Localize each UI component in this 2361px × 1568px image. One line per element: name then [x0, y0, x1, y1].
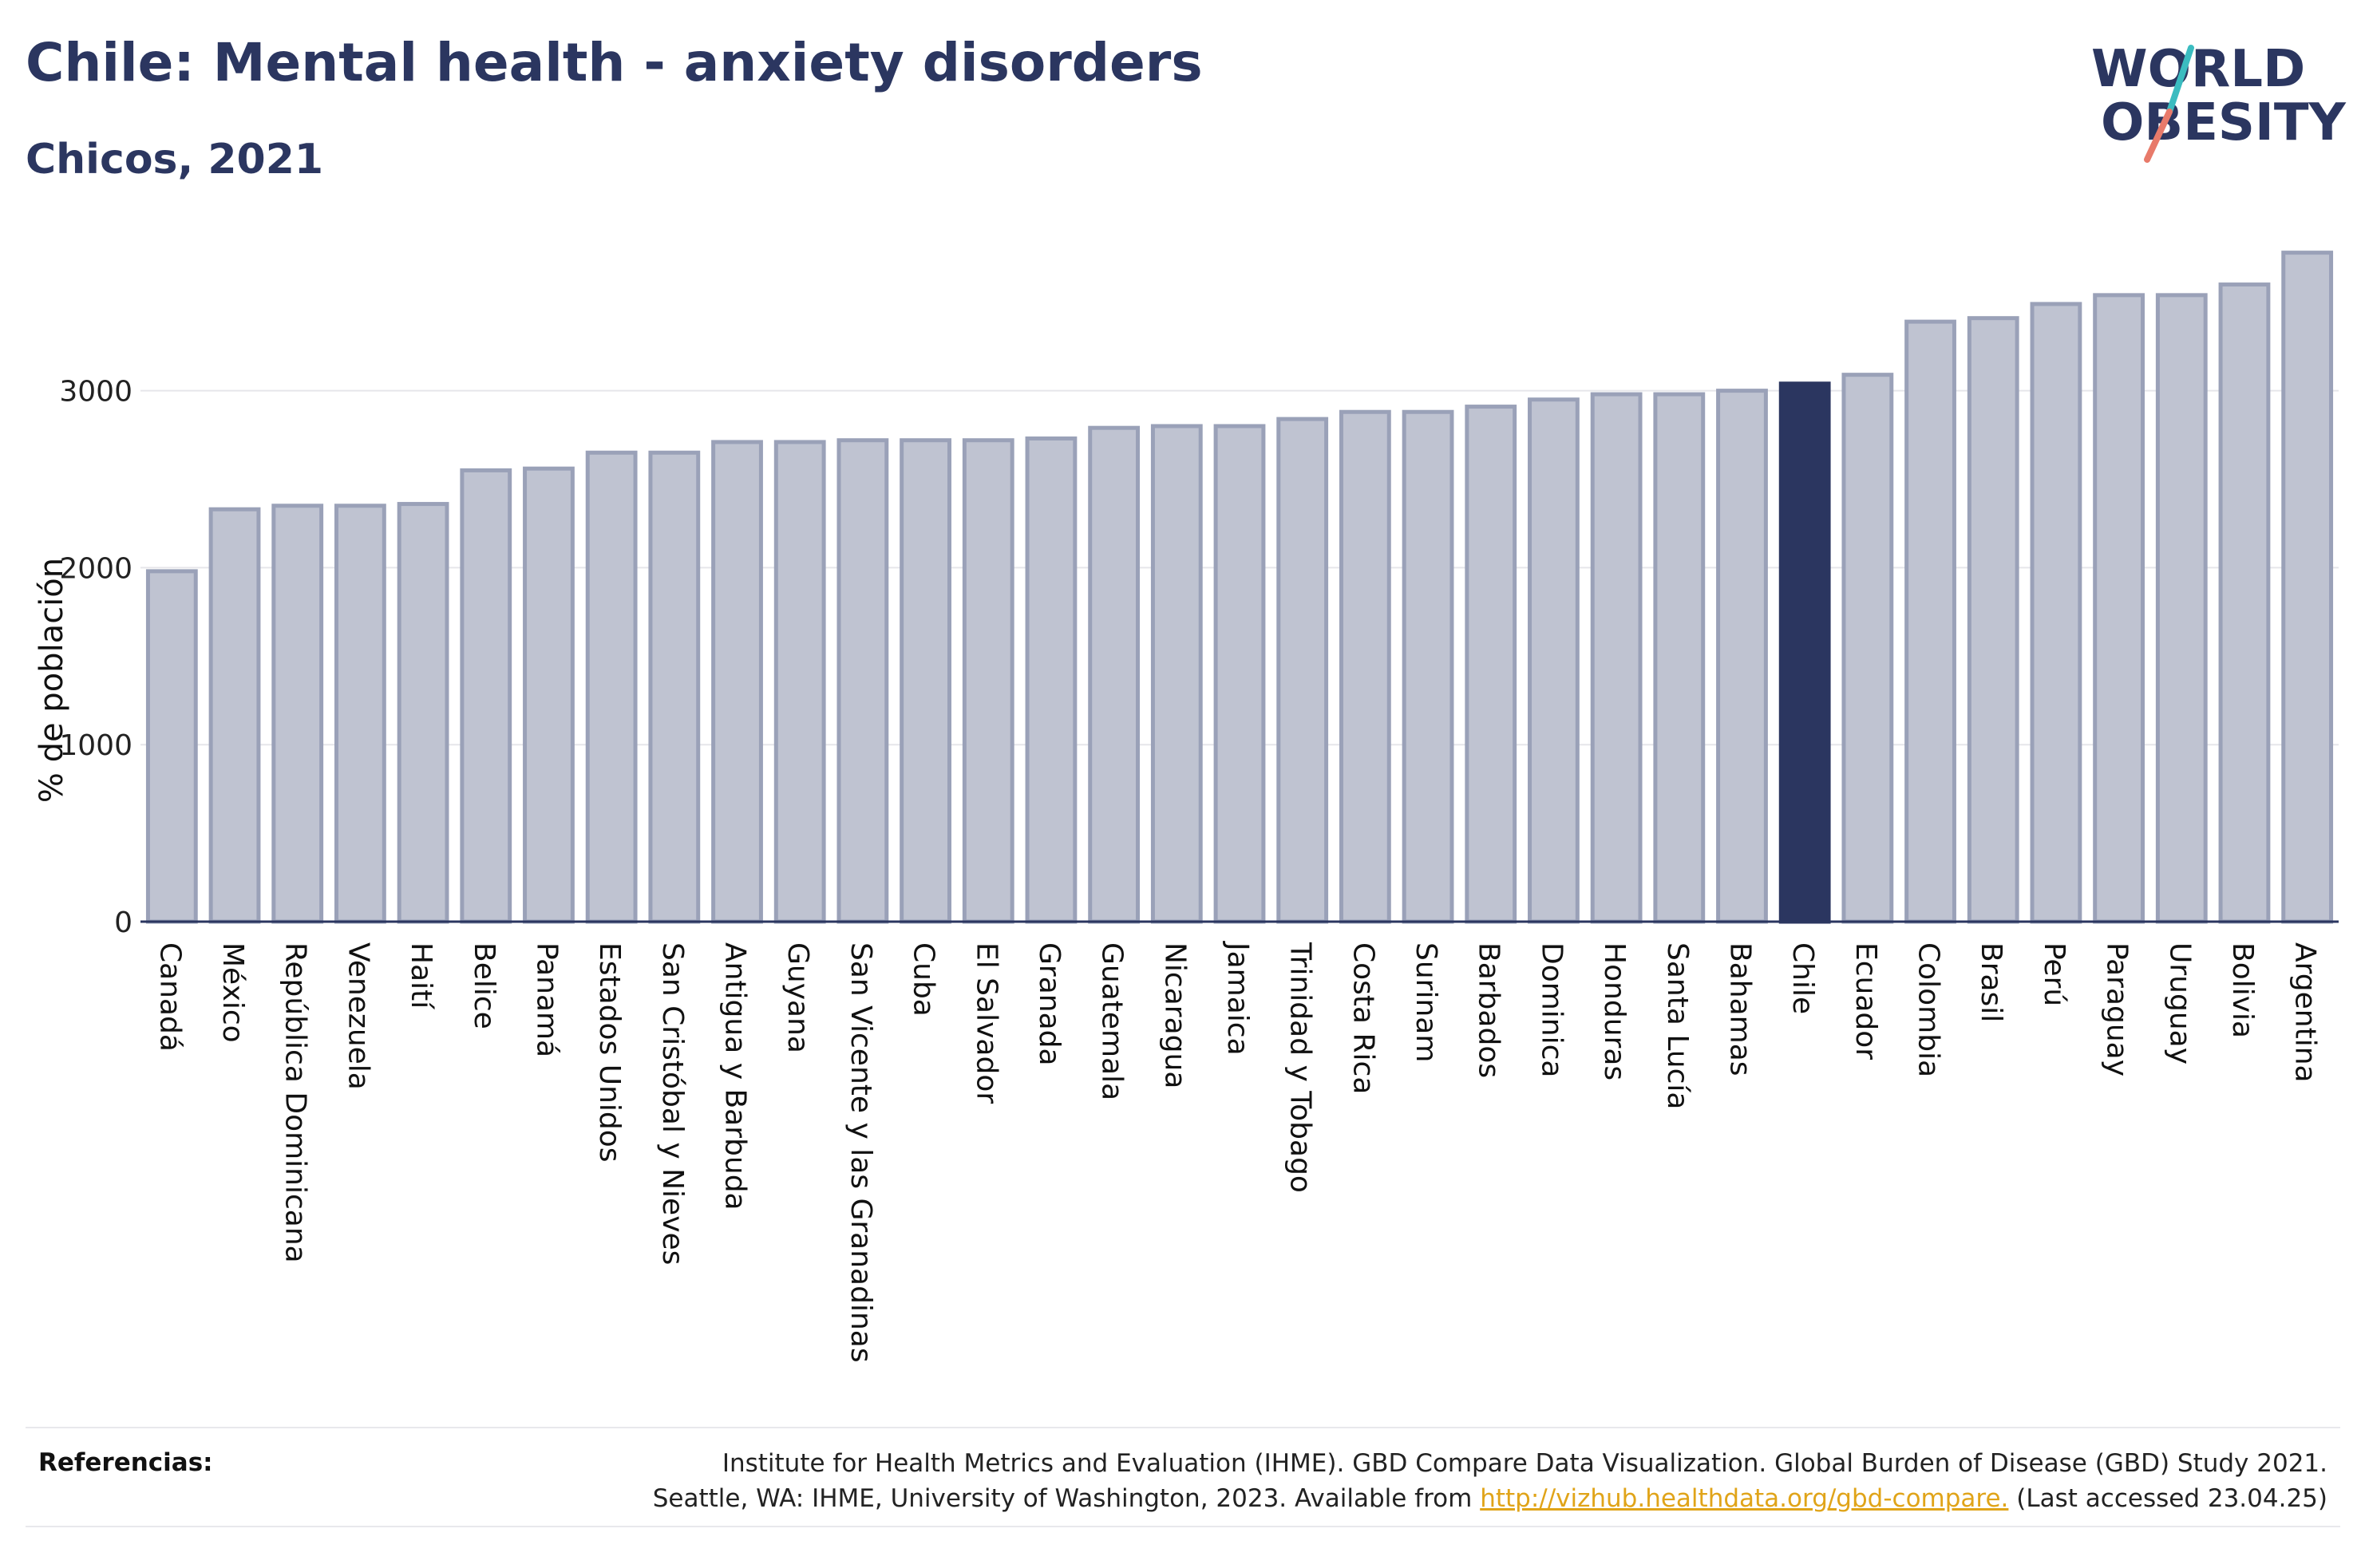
x-tick-label: Trinidad y Tobago — [1284, 942, 1317, 1193]
x-tick-label: México — [216, 942, 249, 1043]
x-tick-label: Guyana — [781, 942, 814, 1053]
x-tick-label: Bolivia — [2226, 942, 2259, 1038]
bar — [2218, 282, 2271, 924]
x-tick-label: Nicaragua — [1158, 942, 1191, 1088]
y-tick-label: 0 — [114, 906, 132, 939]
x-tick-label: Colombia — [1912, 942, 1945, 1077]
x-tick-label: Granada — [1033, 942, 1066, 1066]
x-tick-label: Paraguay — [2101, 942, 2134, 1076]
x-tick-label: Antigua y Barbuda — [719, 942, 752, 1211]
bar — [1590, 392, 1643, 924]
x-tick-label: Panamá — [530, 942, 563, 1057]
x-tick-label: Guatemala — [1096, 942, 1129, 1100]
bar — [1841, 373, 1894, 924]
x-tick-label: Belice — [468, 942, 500, 1029]
x-tick-label: Dominica — [1535, 942, 1568, 1078]
bar — [397, 502, 449, 924]
bar — [1653, 392, 1706, 924]
bar — [271, 504, 324, 924]
x-tick-label: Venezuela — [342, 942, 374, 1090]
bar — [648, 450, 701, 924]
x-tick-label: Barbados — [1473, 942, 1505, 1078]
bar — [900, 438, 951, 924]
y-tick-label: 1000 — [59, 729, 132, 762]
x-tick-label: Chile — [1786, 942, 1819, 1014]
bar — [585, 450, 638, 924]
x-tick-label: Jamaica — [1221, 941, 1254, 1056]
x-tick-label: Honduras — [1598, 942, 1631, 1080]
logo-slash-teal — [2166, 45, 2194, 115]
bar — [1402, 409, 1454, 924]
bar — [773, 440, 826, 924]
bar — [1528, 397, 1580, 924]
x-tick-label: San Vicente y las Granadinas — [844, 942, 877, 1363]
references-line-2-suffix: (Last accessed 23.04.25) — [2008, 1484, 2327, 1513]
x-tick-label: Surinam — [1410, 942, 1442, 1062]
bar — [2155, 293, 2208, 924]
x-tick-label: Argentina — [2289, 942, 2322, 1083]
x-tick-label: Santa Lucía — [1661, 942, 1694, 1109]
bar-chart: 0 1000 2000 3000 % de población Canadá México R… — [34, 251, 2339, 1363]
references-text: Institute for Health Metrics and Evaluat… — [492, 1446, 2327, 1516]
x-tick-label: República Dominicana — [279, 942, 312, 1263]
x-tick-label: Brasil — [1975, 942, 2007, 1022]
x-tick-label: Estados Unidos — [593, 942, 626, 1163]
x-tick-label: Uruguay — [2163, 942, 2196, 1064]
references-top-divider — [26, 1427, 2340, 1428]
logo-word-obesity: OBESITY — [2101, 93, 2346, 152]
y-axis-label: % de población — [34, 558, 70, 803]
references-bottom-divider — [26, 1526, 2340, 1527]
bar — [1904, 319, 1956, 924]
bar — [836, 438, 889, 924]
x-tick-label: Cuba — [908, 942, 940, 1017]
bar — [2030, 302, 2082, 924]
bar — [1716, 389, 1768, 924]
y-tick-label: 2000 — [59, 552, 132, 585]
bar — [1778, 381, 1831, 924]
x-tick-label: Costa Rica — [1347, 942, 1379, 1094]
bar — [523, 466, 575, 924]
logo-word-world: WORLD — [2091, 40, 2305, 99]
bar — [711, 440, 763, 924]
references-line-2-prefix: Seattle, WA: IHME, University of Washing… — [652, 1484, 1481, 1513]
references-line-1: Institute for Health Metrics and Evaluat… — [722, 1449, 2327, 1478]
bar — [1025, 436, 1078, 924]
bar — [1276, 417, 1329, 924]
bar — [1967, 316, 2019, 924]
bar — [460, 468, 512, 924]
x-tick-label: Ecuador — [1849, 942, 1882, 1060]
x-tick-label: Haití — [405, 942, 437, 1009]
bar — [208, 507, 261, 924]
bar — [1213, 424, 1266, 924]
bar — [962, 438, 1014, 924]
bar — [334, 504, 386, 924]
bar — [1150, 424, 1203, 924]
y-tick-label: 3000 — [59, 376, 132, 409]
references-line-2: Seattle, WA: IHME, University of Washing… — [492, 1481, 2327, 1516]
references-link[interactable]: http://vizhub.healthdata.org/gbd-compare… — [1480, 1484, 2009, 1513]
world-obesity-logo: WORLD OBESITY — [2091, 40, 2346, 163]
bar — [1465, 405, 1517, 924]
logo-slash-coral — [2144, 109, 2173, 163]
x-tick-label: Canadá — [153, 942, 186, 1052]
bar — [1339, 409, 1391, 924]
bar — [2281, 251, 2334, 924]
x-tick-label: Bahamas — [1723, 942, 1756, 1076]
x-tick-label: San Cristóbal y Nieves — [656, 942, 689, 1265]
chart-subtitle: Chicos, 2021 — [26, 136, 324, 184]
x-tick-label: El Salvador — [970, 942, 1003, 1104]
bar — [145, 569, 198, 924]
x-tick-label: Perú — [2038, 942, 2070, 1006]
bar — [1088, 425, 1141, 924]
chart-title: Chile: Mental health - anxiety disorders — [26, 32, 1203, 93]
references-label: Referencias: — [38, 1448, 213, 1477]
bar — [2093, 293, 2145, 924]
